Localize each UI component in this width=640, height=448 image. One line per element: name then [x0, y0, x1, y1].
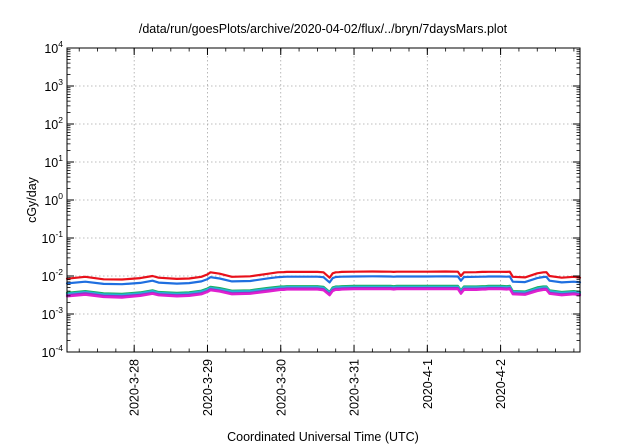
x-tick-label: 2020-3-31 — [348, 359, 362, 416]
x-tick-label: 2020-3-28 — [128, 359, 142, 416]
x-tick-label: 2020-4-2 — [494, 359, 508, 409]
series-group — [65, 270, 582, 299]
chart-title: /data/run/goesPlots/archive/2020-04-02/f… — [139, 22, 508, 36]
y-tick-label: 10-2 — [42, 267, 64, 284]
x-tick-label: 2020-3-30 — [274, 359, 288, 416]
axes: 10-4 10-3 10-2 10-1 100 101 102 103 104 2020-3-28… — [42, 39, 581, 416]
y-tick-label: 102 — [44, 115, 63, 132]
series-line-4 — [65, 285, 582, 296]
series-line-1 — [65, 270, 582, 281]
series-line-6 — [65, 288, 582, 299]
grid — [67, 48, 580, 352]
y-tick-label: 104 — [44, 39, 63, 56]
y-tick-label: 10-1 — [42, 229, 64, 246]
y-tick-label: 10-3 — [42, 305, 64, 322]
x-tick-label: 2020-3-29 — [201, 359, 215, 416]
plot-frame — [66, 47, 581, 353]
y-tick-label: 10-4 — [42, 343, 64, 360]
x-axis-label: Coordinated Universal Time (UTC) — [227, 430, 419, 444]
series-line-2 — [65, 275, 582, 286]
y-tick-label: 103 — [44, 77, 63, 94]
y-axis-label: cGy/day — [25, 176, 39, 223]
y-tick-label: 101 — [44, 153, 63, 170]
y-tick-label: 100 — [44, 191, 63, 208]
x-tick-label: 2020-4-1 — [421, 359, 435, 409]
